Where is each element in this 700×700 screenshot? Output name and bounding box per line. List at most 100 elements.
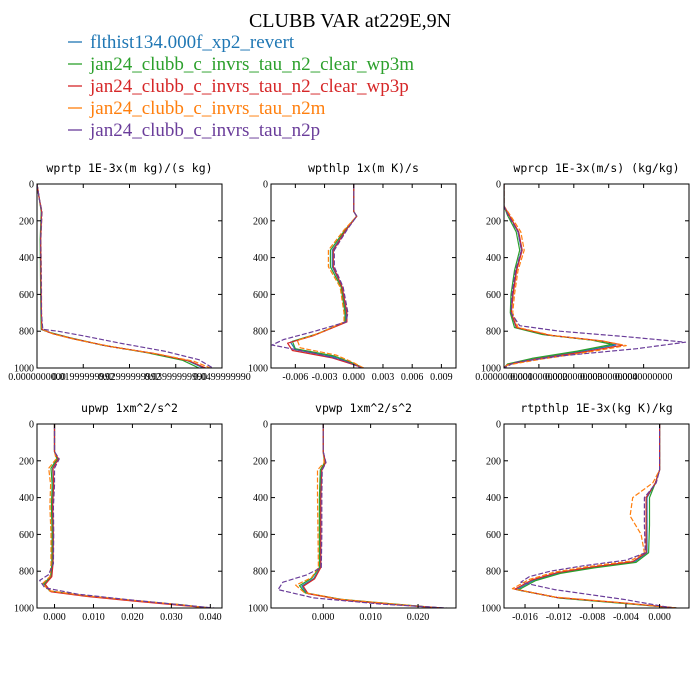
series-line: [277, 424, 447, 608]
series-line: [37, 184, 204, 368]
y-tick-label: 800: [19, 327, 34, 338]
figure-title: CLUBB VAR at229E,9N: [249, 10, 451, 32]
panel-title: rtpthlp 1E-3x(kg K)/kg: [520, 401, 672, 415]
panels: wprtp 1E-3x(m kg)/(s kg) 0 200 400 600 800 100…: [8, 161, 690, 623]
y-tick-label: 0: [263, 420, 268, 431]
plot-frame: [503, 183, 690, 369]
series-line: [39, 424, 215, 608]
x-tick-label: 0.000: [43, 612, 66, 623]
series-line: [515, 424, 677, 608]
y-tick-label: 1000: [14, 604, 34, 615]
x-tick-label: 0.0000000000: [475, 372, 533, 383]
y-tick-label: 200: [19, 456, 34, 467]
series-group: [37, 184, 214, 368]
y-tick-label: 400: [486, 493, 501, 504]
x-tick-label: -0.012: [546, 612, 572, 623]
x-tick-label: 0.0020000000: [545, 372, 603, 383]
y-tick-label: 400: [19, 493, 34, 504]
chart-panel: vpwp 1xm^2/s^2 0 200 400 600 800 1000 0.000 0.01…: [248, 401, 457, 623]
y-tick-label: 800: [486, 567, 501, 578]
y-tick-label: 600: [253, 290, 268, 301]
y-tick-label: 800: [19, 567, 34, 578]
series-line: [37, 184, 200, 368]
y-tick-label: 600: [19, 290, 34, 301]
x-tick-label: 0.020: [407, 612, 430, 623]
series-line: [295, 424, 440, 608]
series-line: [37, 184, 211, 368]
x-tick-label: 0.0000000000: [8, 372, 66, 383]
x-tick-label: 0.000: [312, 612, 335, 623]
series-group: [511, 424, 677, 608]
plot-frame: [36, 183, 223, 369]
y-tick-label: 200: [19, 216, 34, 227]
x-tick-label: 0.0010000000: [510, 372, 568, 383]
series-line: [514, 424, 677, 608]
x-tick-label: 0.010: [359, 612, 382, 623]
y-tick-label: 1000: [248, 604, 268, 615]
series-line: [296, 184, 364, 368]
x-tick-label: 0.040: [199, 612, 222, 623]
series-line: [44, 424, 212, 608]
y-tick-label: 200: [253, 456, 268, 467]
y-tick-label: 0: [496, 180, 501, 191]
panel-title: wpthlp 1x(m K)/s: [308, 161, 419, 175]
series-line: [42, 424, 210, 608]
series-line: [504, 184, 687, 368]
y-tick-label: 400: [253, 493, 268, 504]
plot-frame: [36, 423, 223, 609]
x-tick-label: -0.006: [282, 372, 308, 383]
y-tick-label: 600: [486, 530, 501, 541]
series-line: [504, 184, 613, 368]
series-group: [271, 184, 364, 368]
series-line: [517, 424, 677, 608]
x-tick-label: 0.0030000000: [580, 372, 638, 383]
plot-frame: [270, 423, 457, 609]
series-line: [42, 424, 209, 608]
y-tick-label: 200: [486, 456, 501, 467]
series-group: [504, 184, 687, 368]
y-tick-label: 800: [486, 327, 501, 338]
series-group: [277, 424, 447, 608]
x-tick-label: -0.008: [579, 612, 605, 623]
legend-entry: jan24_clubb_c_invrs_tau_n2p: [89, 120, 320, 141]
series-line: [271, 184, 362, 368]
series-line: [37, 184, 214, 368]
series-line: [504, 184, 624, 368]
legend-entry: jan24_clubb_c_invrs_tau_n2m: [89, 98, 326, 119]
x-tick-label: 0.01999999992: [52, 372, 115, 383]
y-tick-label: 400: [253, 253, 268, 264]
x-tick-label: -0.004: [613, 612, 639, 623]
y-tick-label: 200: [486, 216, 501, 227]
y-tick-label: 1000: [481, 604, 501, 615]
x-tick-label: -0.003: [312, 372, 338, 383]
series-line: [302, 424, 443, 608]
panel-title: upwp 1xm^2/s^2: [81, 401, 178, 415]
x-tick-label: 0.000: [343, 372, 366, 383]
y-tick-label: 1000: [248, 364, 268, 375]
y-tick-label: 400: [486, 253, 501, 264]
series-line: [520, 424, 673, 608]
x-tick-label: 0.03999999990: [145, 372, 208, 383]
series-line: [504, 184, 627, 368]
x-tick-label: 0.000: [648, 612, 671, 623]
series-line: [291, 184, 364, 368]
y-tick-label: 800: [253, 327, 268, 338]
plot-frame: [270, 183, 457, 369]
series-line: [511, 424, 677, 608]
chart-panel: rtpthlp 1E-3x(kg K)/kg02004006008001000-…: [481, 401, 690, 623]
x-tick-label: 0.020: [121, 612, 144, 623]
y-tick-label: 600: [486, 290, 501, 301]
chart-panel: upwp 1xm^2/s^2 0 200 400 600 800 1000 0.000 0.01…: [14, 401, 223, 623]
y-tick-label: 0: [496, 420, 501, 431]
x-tick-label: -0.016: [512, 612, 538, 623]
y-tick-label: 0: [29, 180, 34, 191]
legend-entry: jan24_clubb_c_invrs_tau_n2_clear_wp3p: [89, 76, 409, 97]
series-group: [39, 424, 215, 608]
x-tick-label: 0.010: [82, 612, 105, 623]
panel-title: wprcp 1E-3x(m/s) (kg/kg): [513, 161, 679, 175]
series-line: [44, 424, 211, 608]
y-tick-label: 600: [253, 530, 268, 541]
y-tick-label: 800: [253, 567, 268, 578]
chart-panel: wprcp 1E-3x(m/s) (kg/kg) 0 200 400 600 800 100…: [475, 161, 690, 383]
